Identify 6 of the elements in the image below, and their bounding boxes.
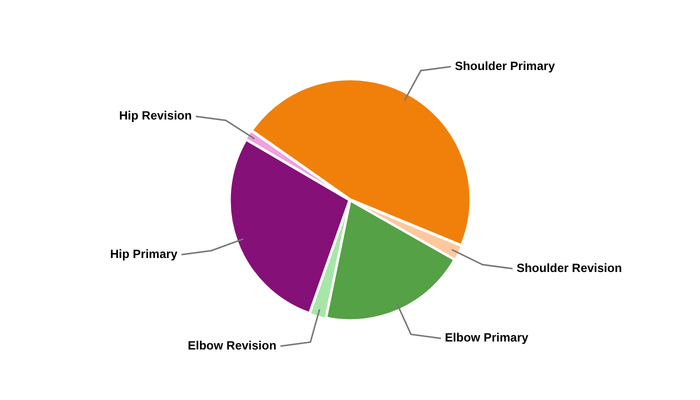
slice-label: Hip Primary (110, 246, 178, 261)
slice-label: Elbow Revision (188, 338, 276, 352)
slice-label: Elbow Primary (444, 330, 529, 345)
slice-label: Hip Revision (119, 108, 192, 123)
slice-label: Shoulder Primary (454, 58, 556, 73)
slice-label: Shoulder Revision (516, 260, 622, 275)
